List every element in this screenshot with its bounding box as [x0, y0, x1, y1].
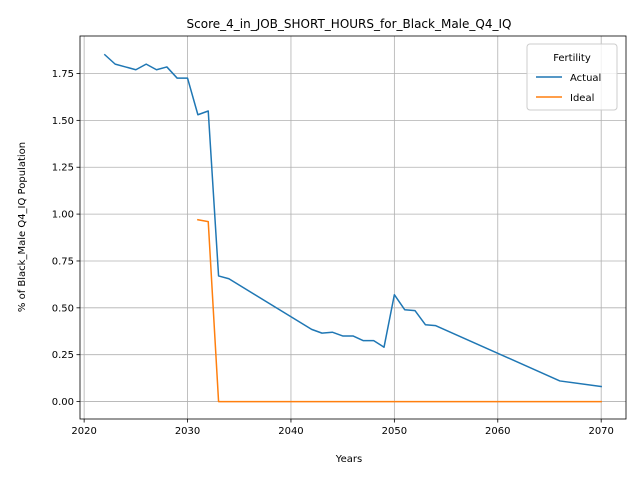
y-tick-label: 1.00 — [52, 210, 74, 221]
y-tick-label: 0.25 — [52, 350, 74, 361]
x-tick-label: 2060 — [485, 426, 510, 437]
chart-title: Score_4_in_JOB_SHORT_HOURS_for_Black_Mal… — [187, 17, 512, 31]
y-tick-label: 0.50 — [52, 303, 74, 314]
y-tick-label: 1.50 — [52, 116, 74, 127]
x-axis-label: Years — [335, 454, 362, 465]
legend-label-actual: Actual — [570, 73, 601, 84]
series-line-ideal — [197, 218, 602, 403]
grid — [80, 36, 626, 419]
x-axis: 2020 2030 2040 2050 2060 2070 — [71, 419, 614, 437]
y-tick-label: 1.25 — [52, 163, 74, 174]
x-tick-label: 2070 — [588, 426, 613, 437]
legend: Fertility Actual Ideal — [526, 43, 618, 111]
x-tick-label: 2040 — [278, 426, 303, 437]
y-tick-label: 0.00 — [52, 397, 74, 408]
x-tick-label: 2020 — [71, 426, 96, 437]
y-tick-label: 0.75 — [52, 256, 74, 267]
legend-label-ideal: Ideal — [570, 93, 594, 104]
x-tick-label: 2030 — [175, 426, 200, 437]
plot-frame — [79, 35, 627, 420]
y-axis: 0.00 0.25 0.50 0.75 1.00 1.25 1.50 1.75 — [52, 69, 80, 408]
series-line-actual — [103, 53, 603, 388]
series-layer — [103, 53, 603, 403]
legend-title: Fertility — [553, 53, 591, 64]
x-tick-label: 2050 — [382, 426, 407, 437]
y-tick-label: 1.75 — [52, 69, 74, 80]
legend-box — [526, 43, 618, 111]
y-axis-label: % of Black_Male Q4_IQ Population — [17, 142, 28, 312]
